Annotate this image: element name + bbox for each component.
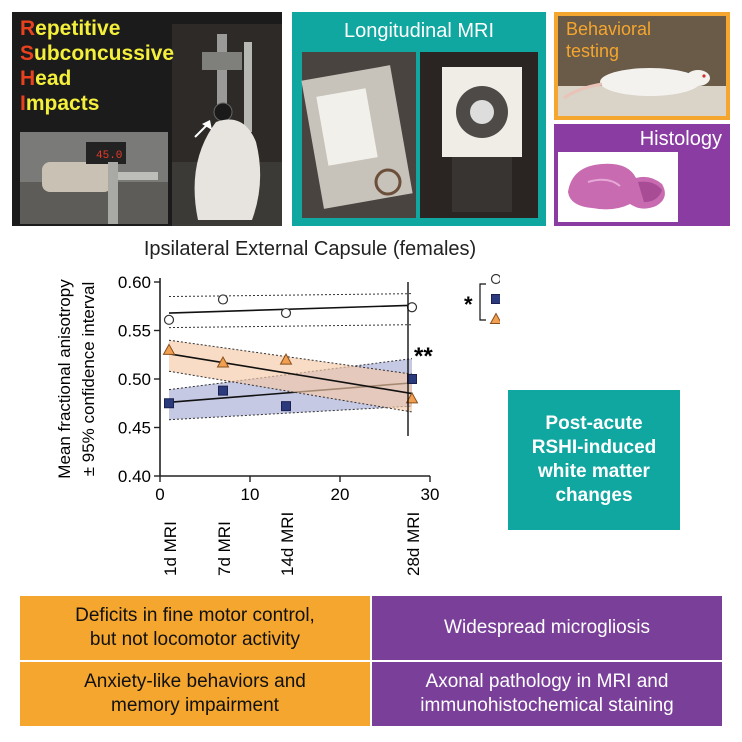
anxiety-text: Anxiety-like behaviors and memory impairm…: [84, 671, 306, 716]
rshi-title-rest: ubconcussive: [34, 42, 175, 65]
ci-lower-sham: [168, 405, 413, 421]
point-rshi: [162, 343, 176, 355]
axonal-text: Axonal pathology in MRI and immunohistoch…: [420, 671, 674, 716]
point-sham: [164, 398, 174, 409]
x-tick-label: 30: [421, 485, 440, 504]
y-axis-label-2: ± 95% confidence interval: [79, 282, 98, 477]
significance-control-rshi: *: [464, 292, 473, 317]
mri-photos: [301, 52, 538, 218]
behavior-panel: Behavioral testing: [554, 12, 730, 120]
y-tick-label: 0.55: [118, 322, 151, 341]
finding-fine-motor: Deficits in fine motor control, but not l…: [20, 596, 370, 660]
legend-marker-control: [490, 273, 500, 285]
ci-band-rshi: [169, 340, 412, 412]
point-control: [280, 307, 292, 319]
finding-axonal: Axonal pathology in MRI and immunohistoch…: [372, 662, 722, 726]
rshi-title-initial: I: [20, 92, 26, 115]
ci-lower-control: [168, 324, 413, 329]
behavior-title: Behavioral testing: [566, 19, 652, 61]
point-control: [406, 302, 418, 313]
histology-title: Histology: [639, 128, 722, 150]
y-tick-label: 0.40: [118, 467, 151, 486]
point-control: [217, 294, 229, 305]
point-rshi: [279, 353, 293, 365]
time-label: 14d MRI: [278, 512, 297, 576]
legend-marker-sham: [491, 294, 500, 304]
y-tick-label: 0.45: [118, 419, 151, 438]
finding-anxiety: Anxiety-like behaviors and memory impairm…: [20, 662, 370, 726]
rshi-title-line: Subconcussive: [20, 41, 174, 66]
brain-section-image: [558, 152, 678, 222]
point-rshi: [216, 355, 230, 368]
x-tick-label: 20: [331, 485, 350, 504]
fit-line-control: [168, 304, 413, 314]
summary-box: Post-acute RSHI-induced white matter change…: [508, 390, 680, 530]
point-sham: [218, 385, 228, 396]
ci-upper-sham: [168, 358, 413, 391]
time-label: 7d MRI: [215, 521, 234, 576]
point-sham: [281, 401, 291, 412]
rshi-title-initial: S: [20, 42, 35, 65]
x-tick-label: 0: [155, 485, 164, 504]
rshi-title-rest: mpacts: [25, 92, 100, 115]
fa-chart: Mean fractional anisotropy ± 95% confiden…: [55, 273, 500, 576]
ci-upper-control: [168, 293, 413, 298]
finding-microgliosis: Widespread microgliosis: [372, 596, 722, 660]
rshi-title-rest: ead: [35, 67, 72, 90]
histology-panel: Histology: [554, 124, 730, 226]
mri-panel: Longitudinal MRI: [292, 12, 546, 226]
impactor-photo: 45.0: [20, 24, 282, 226]
mri-title: Longitudinal MRI: [343, 20, 495, 42]
svg-text:45.0: 45.0: [96, 150, 122, 162]
x-tick-label: 10: [241, 485, 260, 504]
rshi-title-rest: epetitive: [35, 17, 121, 40]
point-sham: [407, 374, 417, 384]
rshi-title-line: Repetitive: [20, 16, 174, 41]
y-axis-label-1: Mean fractional anisotropy: [55, 279, 74, 479]
time-label: 28d MRI: [404, 512, 423, 576]
rshi-title-initial: R: [20, 17, 36, 40]
rshi-title-initial: H: [20, 67, 36, 90]
ci-upper-rshi: [168, 339, 413, 375]
time-label: 1d MRI: [161, 521, 180, 576]
ci-lower-rshi: [168, 370, 413, 413]
significance-stars-groups: **: [414, 343, 433, 370]
rshi-panel: 45.0 Repetitive Subconcussive Head Impacts: [12, 12, 282, 226]
microgliosis-text: Widespread microgliosis: [444, 617, 650, 638]
chart-title: Ipsilateral External Capsule (females): [143, 238, 477, 260]
point-control: [163, 314, 175, 325]
bracket-control-rshi: [479, 283, 486, 321]
fit-line-rshi: [168, 352, 413, 395]
rshi-title-line: Head: [20, 66, 174, 91]
rat-photo: [558, 16, 726, 116]
fine-motor-text: Deficits in fine motor control, but not l…: [75, 605, 315, 650]
y-tick-label: 0.60: [118, 273, 151, 292]
rshi-title-line: Impacts: [20, 91, 174, 116]
legend-marker-rshi: [489, 312, 500, 324]
summary-text: Post-acute RSHI-induced white matter change…: [531, 413, 657, 506]
y-tick-label: 0.50: [118, 370, 151, 389]
rshi-title: Repetitive Subconcussive Head Impacts: [20, 16, 174, 116]
point-rshi: [405, 391, 419, 404]
